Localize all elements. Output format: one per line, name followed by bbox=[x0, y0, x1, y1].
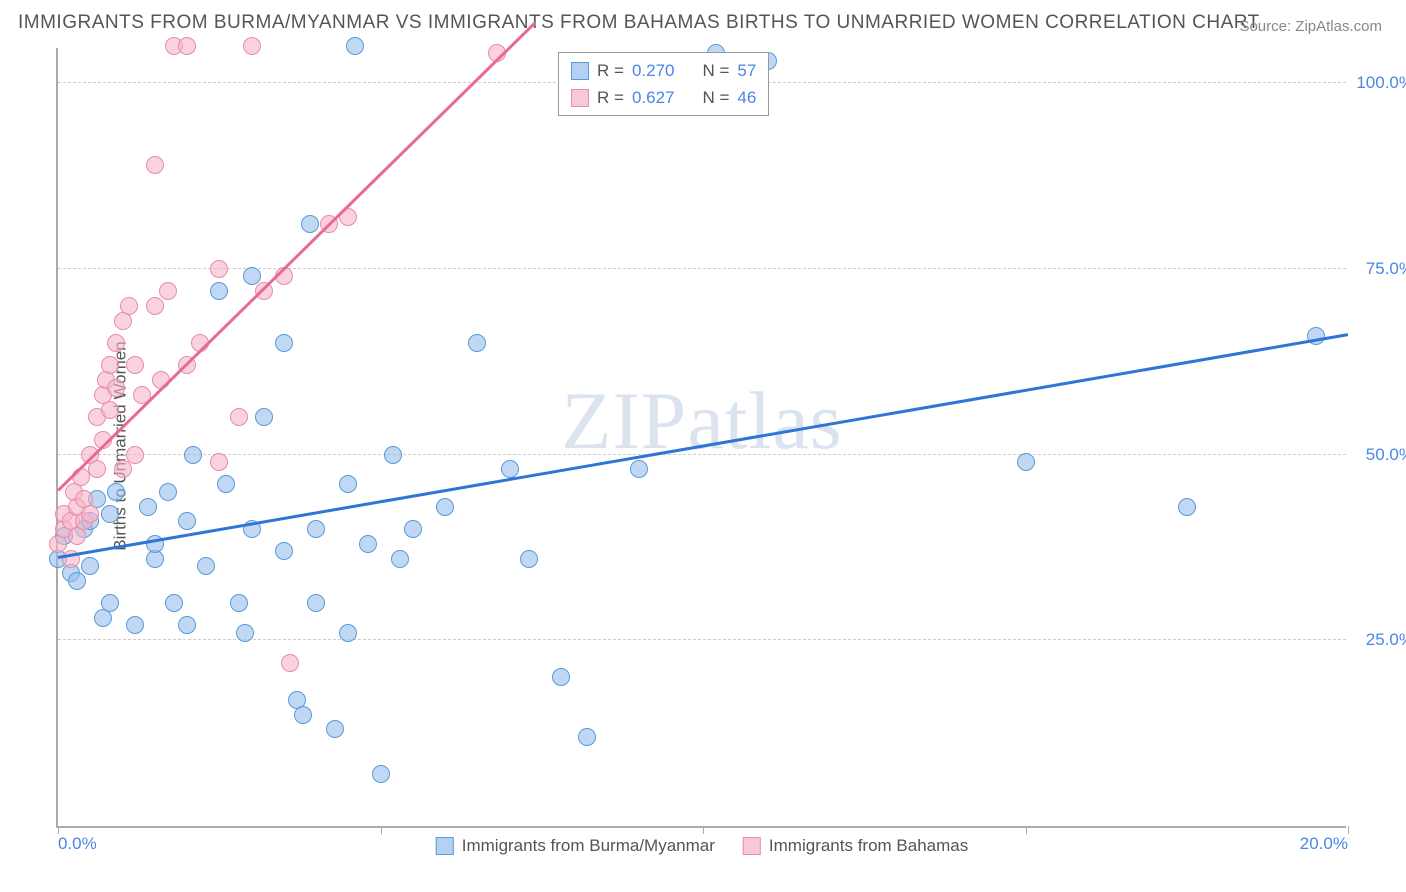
swatch-blue-icon bbox=[436, 837, 454, 855]
data-point bbox=[339, 624, 357, 642]
data-point bbox=[339, 475, 357, 493]
data-point bbox=[230, 408, 248, 426]
data-point bbox=[107, 334, 125, 352]
data-point bbox=[1178, 498, 1196, 516]
stats-box: R = 0.270 N = 57 R = 0.627 N = 46 bbox=[558, 52, 769, 116]
data-point bbox=[552, 668, 570, 686]
swatch-pink-icon bbox=[743, 837, 761, 855]
data-point bbox=[281, 654, 299, 672]
x-tick-label: 20.0% bbox=[1300, 834, 1348, 854]
data-point bbox=[114, 460, 132, 478]
data-point bbox=[359, 535, 377, 553]
data-point bbox=[372, 765, 390, 783]
data-point bbox=[139, 498, 157, 516]
data-point bbox=[126, 446, 144, 464]
data-point bbox=[391, 550, 409, 568]
stats-row-pink: R = 0.627 N = 46 bbox=[571, 84, 756, 111]
data-point bbox=[88, 460, 106, 478]
data-point bbox=[255, 408, 273, 426]
swatch-blue-icon bbox=[571, 62, 589, 80]
data-point bbox=[120, 297, 138, 315]
y-tick-label: 100.0% bbox=[1356, 73, 1406, 93]
gridline bbox=[58, 454, 1346, 455]
data-point bbox=[275, 542, 293, 560]
trend-line bbox=[57, 22, 536, 492]
x-tick bbox=[703, 826, 704, 834]
chart-title: IMMIGRANTS FROM BURMA/MYANMAR VS IMMIGRA… bbox=[18, 12, 1260, 34]
stat-n-value-pink: 46 bbox=[737, 84, 756, 111]
y-tick-label: 25.0% bbox=[1366, 630, 1406, 650]
plot-area: ZIPatlas 25.0%50.0%75.0%100.0%0.0%20.0% … bbox=[56, 48, 1346, 828]
stat-r-value-pink: 0.627 bbox=[632, 84, 675, 111]
data-point bbox=[107, 379, 125, 397]
data-point bbox=[275, 334, 293, 352]
data-point bbox=[210, 260, 228, 278]
x-tick-label: 0.0% bbox=[58, 834, 97, 854]
data-point bbox=[146, 156, 164, 174]
data-point bbox=[159, 282, 177, 300]
x-tick bbox=[381, 826, 382, 834]
data-point bbox=[1017, 453, 1035, 471]
stats-row-blue: R = 0.270 N = 57 bbox=[571, 57, 756, 84]
data-point bbox=[101, 356, 119, 374]
swatch-pink-icon bbox=[571, 89, 589, 107]
data-point bbox=[126, 616, 144, 634]
data-point bbox=[243, 267, 261, 285]
trend-line bbox=[58, 333, 1348, 558]
y-tick-label: 75.0% bbox=[1366, 259, 1406, 279]
data-point bbox=[197, 557, 215, 575]
data-point bbox=[326, 720, 344, 738]
stat-r-value-blue: 0.270 bbox=[632, 57, 675, 84]
legend-label-pink: Immigrants from Bahamas bbox=[769, 836, 968, 856]
data-point bbox=[81, 557, 99, 575]
data-point bbox=[178, 512, 196, 530]
x-tick bbox=[1348, 826, 1349, 834]
stat-n-label: N = bbox=[702, 84, 729, 111]
stat-n-label: N = bbox=[702, 57, 729, 84]
data-point bbox=[101, 401, 119, 419]
data-point bbox=[307, 594, 325, 612]
data-point bbox=[243, 37, 261, 55]
data-point bbox=[217, 475, 235, 493]
stat-n-value-blue: 57 bbox=[737, 57, 756, 84]
data-point bbox=[178, 616, 196, 634]
data-point bbox=[68, 572, 86, 590]
data-point bbox=[436, 498, 454, 516]
data-point bbox=[307, 520, 325, 538]
data-point bbox=[184, 446, 202, 464]
legend: Immigrants from Burma/Myanmar Immigrants… bbox=[436, 836, 969, 856]
data-point bbox=[165, 594, 183, 612]
data-point bbox=[210, 453, 228, 471]
stat-r-label: R = bbox=[597, 57, 624, 84]
legend-item-blue: Immigrants from Burma/Myanmar bbox=[436, 836, 715, 856]
data-point bbox=[578, 728, 596, 746]
data-point bbox=[346, 37, 364, 55]
data-point bbox=[384, 446, 402, 464]
data-point bbox=[126, 356, 144, 374]
data-point bbox=[146, 297, 164, 315]
data-point bbox=[101, 594, 119, 612]
data-point bbox=[630, 460, 648, 478]
data-point bbox=[301, 215, 319, 233]
data-point bbox=[236, 624, 254, 642]
data-point bbox=[81, 505, 99, 523]
data-point bbox=[294, 706, 312, 724]
data-point bbox=[468, 334, 486, 352]
y-tick-label: 50.0% bbox=[1366, 445, 1406, 465]
data-point bbox=[230, 594, 248, 612]
data-point bbox=[520, 550, 538, 568]
data-point bbox=[404, 520, 422, 538]
x-tick bbox=[58, 826, 59, 834]
data-point bbox=[210, 282, 228, 300]
data-point bbox=[107, 483, 125, 501]
legend-item-pink: Immigrants from Bahamas bbox=[743, 836, 968, 856]
data-point bbox=[101, 505, 119, 523]
data-point bbox=[159, 483, 177, 501]
data-point bbox=[178, 37, 196, 55]
x-tick bbox=[1026, 826, 1027, 834]
source-label: Source: ZipAtlas.com bbox=[1239, 18, 1382, 35]
legend-label-blue: Immigrants from Burma/Myanmar bbox=[462, 836, 715, 856]
stat-r-label: R = bbox=[597, 84, 624, 111]
